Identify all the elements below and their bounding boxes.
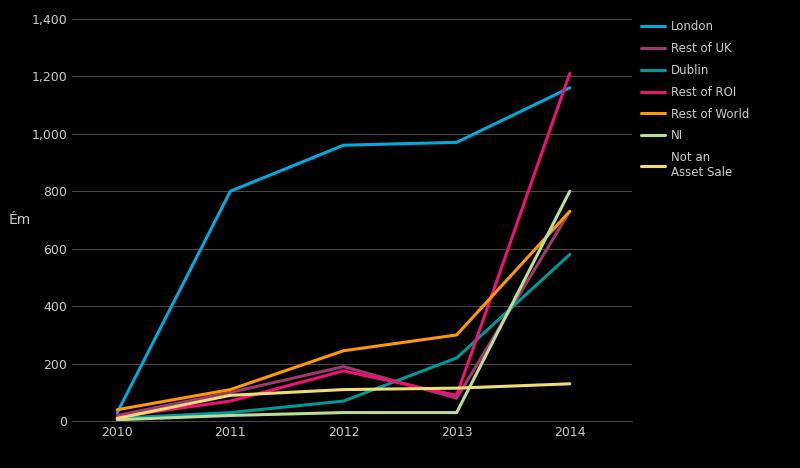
Dublin — [338, 398, 348, 404]
Dublin — [565, 252, 574, 257]
Rest of UK — [452, 395, 462, 401]
Line: London: London — [118, 88, 570, 413]
London — [226, 189, 235, 194]
Rest of World — [565, 209, 574, 214]
Dublin — [226, 410, 235, 416]
Line: Rest of UK: Rest of UK — [118, 212, 570, 416]
Line: Rest of World: Rest of World — [118, 212, 570, 410]
Rest of World — [226, 387, 235, 392]
London — [565, 85, 574, 90]
Rest of ROI — [113, 414, 122, 420]
Not an
Asset Sale — [452, 385, 462, 391]
NI — [338, 410, 348, 416]
Rest of UK — [565, 209, 574, 214]
Rest of World — [452, 332, 462, 338]
Rest of ROI — [338, 368, 348, 373]
Not an
Asset Sale — [338, 387, 348, 392]
Rest of World — [113, 407, 122, 412]
NI — [113, 417, 122, 423]
Rest of UK — [226, 390, 235, 395]
Line: Not an
Asset Sale: Not an Asset Sale — [118, 384, 570, 418]
Y-axis label: Ém: Ém — [9, 213, 31, 227]
NI — [452, 410, 462, 416]
Not an
Asset Sale — [565, 381, 574, 387]
Rest of ROI — [452, 393, 462, 398]
NI — [226, 413, 235, 418]
Rest of World — [338, 348, 348, 354]
Legend: London, Rest of UK, Dublin, Rest of ROI, Rest of World, NI, Not an
Asset Sale: London, Rest of UK, Dublin, Rest of ROI,… — [638, 16, 753, 183]
Not an
Asset Sale — [113, 416, 122, 421]
Not an
Asset Sale — [226, 393, 235, 398]
London — [452, 139, 462, 145]
Rest of UK — [338, 364, 348, 369]
London — [113, 410, 122, 416]
Dublin — [113, 416, 122, 421]
Line: NI: NI — [118, 191, 570, 420]
Rest of ROI — [226, 398, 235, 404]
Line: Dublin: Dublin — [118, 255, 570, 418]
Rest of UK — [113, 413, 122, 418]
London — [338, 142, 348, 148]
Rest of ROI — [565, 71, 574, 76]
NI — [565, 189, 574, 194]
Dublin — [452, 355, 462, 361]
Line: Rest of ROI: Rest of ROI — [118, 73, 570, 417]
